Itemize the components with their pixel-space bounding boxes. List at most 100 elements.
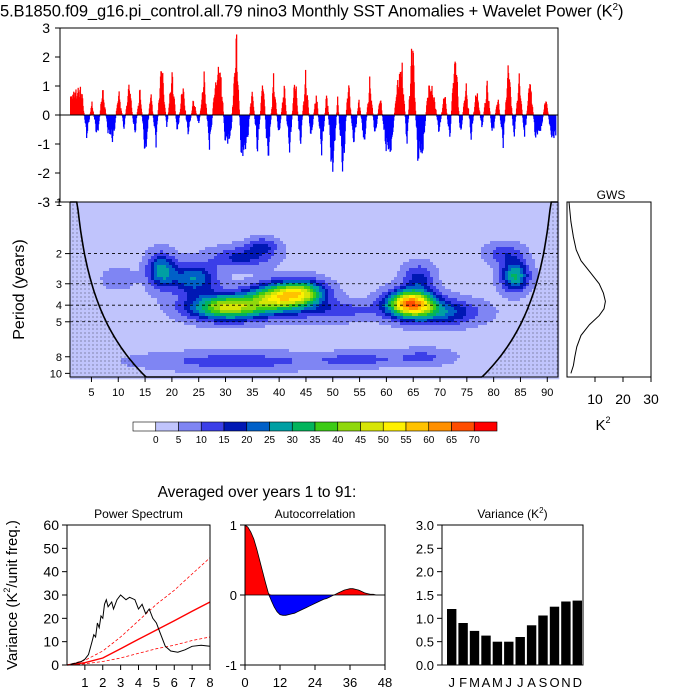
wavelet-cell: [232, 217, 236, 221]
wavelet-cell: [496, 202, 500, 206]
wavelet-cell: [94, 244, 98, 248]
wavelet-cell: [211, 253, 215, 257]
wavelet-cell: [274, 202, 278, 206]
wavelet-cell: [388, 223, 392, 227]
wavelet-cell: [352, 247, 356, 251]
wavelet-cell: [514, 226, 518, 230]
wavelet-cell: [187, 211, 191, 215]
wavelet-cell: [94, 247, 98, 251]
wavelet-cell: [394, 253, 398, 257]
wavelet-cell: [193, 223, 197, 227]
wavelet-cell: [202, 220, 206, 224]
wavelet-cell: [421, 208, 425, 212]
wavelet-cell: [280, 202, 284, 206]
wavelet-cell: [451, 223, 455, 227]
wavelet-cell: [103, 241, 107, 245]
wavelet-cell: [253, 244, 257, 248]
wavelet-cell: [160, 205, 164, 209]
wavelet-cell: [244, 244, 248, 248]
wavelet-cell: [457, 247, 461, 251]
wavelet-cell: [253, 256, 257, 260]
wavelet-cell: [316, 229, 320, 233]
wavelet-cell: [508, 241, 512, 245]
wavelet-cell: [277, 235, 281, 239]
wavelet-cell: [388, 271, 392, 275]
wavelet-cell: [538, 250, 542, 254]
wavelet-cell: [190, 217, 194, 221]
wavelet-cell: [472, 256, 476, 260]
wavelet-cell: [340, 244, 344, 248]
wavelet-cell: [145, 214, 149, 218]
wavelet-cell: [304, 202, 308, 206]
wavelet-cell: [520, 256, 524, 260]
wavelet-cell: [235, 211, 239, 215]
wavelet-cell: [325, 247, 329, 251]
wavelet-cell: [181, 220, 185, 224]
wavelet-cell: [415, 220, 419, 224]
wavelet-cell: [151, 244, 155, 248]
wavelet-cell: [115, 244, 119, 248]
wavelet-cell: [394, 217, 398, 221]
wavelet-cell: [148, 211, 152, 215]
wavelet-cell: [190, 223, 194, 227]
wavelet-cell: [154, 259, 158, 263]
wavelet-cell: [307, 229, 311, 233]
wavelet-cell: [151, 256, 155, 260]
wavelet-cell: [226, 232, 230, 236]
wavelet-cell: [520, 217, 524, 221]
wavelet-cell: [442, 205, 446, 209]
wavelet-cell: [211, 247, 215, 251]
wavelet-cell: [322, 271, 326, 275]
wavelet-cell: [115, 265, 119, 269]
wavelet-cell: [481, 217, 485, 221]
wavelet-cell: [112, 229, 116, 233]
wavelet-cell: [268, 271, 272, 275]
anomaly-bar: [296, 105, 298, 115]
wavelet-cell: [118, 223, 122, 227]
wavelet-cell: [472, 253, 476, 257]
wavelet-cell: [421, 244, 425, 248]
wavelet-cell: [343, 208, 347, 212]
wavelet-cell: [256, 241, 260, 245]
wavelet-cell: [112, 268, 116, 272]
wavelet-cell: [82, 217, 86, 221]
anomaly-bar: [350, 113, 352, 115]
wavelet-cell: [532, 253, 536, 257]
wavelet-cell: [418, 247, 422, 251]
wavelet-cell: [223, 226, 227, 230]
wavelet-cell: [229, 247, 233, 251]
wavelet-cell: [310, 235, 314, 239]
wavelet-cell: [361, 253, 365, 257]
wavelet-cell: [370, 214, 374, 218]
wavelet-cell: [145, 229, 149, 233]
wavelet-cell: [184, 250, 188, 254]
wavelet-cell: [295, 226, 299, 230]
wavelet-cell: [154, 265, 158, 269]
anomaly-bar: [365, 115, 367, 129]
wavelet-cell: [178, 223, 182, 227]
anomaly-bar: [131, 111, 133, 115]
wavelet-cell: [94, 202, 98, 206]
wavelet-cell: [256, 259, 260, 263]
anomaly-bar: [482, 115, 484, 118]
wavelet-cell: [502, 259, 506, 263]
wavelet-cell: [292, 244, 296, 248]
wavelet-cell: [493, 256, 497, 260]
wavelet-cell: [79, 208, 83, 212]
wavelet-cell: [217, 202, 221, 206]
wavelet-cell: [376, 250, 380, 254]
wavelet-cell: [475, 208, 479, 212]
wavelet-cell: [124, 238, 128, 242]
wavelet-cell: [439, 247, 443, 251]
wavelet-cell: [241, 238, 245, 242]
wavelet-cell: [478, 220, 482, 224]
wavelet-cell: [130, 244, 134, 248]
wavelet-cell: [535, 247, 539, 251]
wavelet-cell: [178, 262, 182, 266]
wavelet-cell: [238, 253, 242, 257]
wavelet-cell: [268, 220, 272, 224]
wavelet-cell: [535, 223, 539, 227]
wavelet-cell: [337, 229, 341, 233]
wavelet-cell: [196, 271, 200, 275]
wavelet-cell: [292, 262, 296, 266]
